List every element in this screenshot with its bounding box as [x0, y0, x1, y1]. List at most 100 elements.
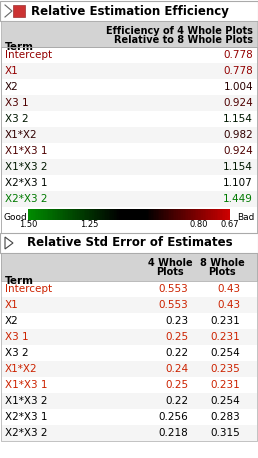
Text: X2*X3 1: X2*X3 1	[5, 178, 47, 188]
Bar	[77, 209, 78, 220]
Bar	[174, 209, 176, 220]
Text: 0.778: 0.778	[223, 66, 253, 76]
Bar	[141, 209, 142, 220]
Bar	[168, 209, 170, 220]
Text: Relative to 8 Whole Plots: Relative to 8 Whole Plots	[114, 35, 253, 45]
Bar	[225, 209, 227, 220]
Bar	[60, 209, 62, 220]
Text: Plots: Plots	[208, 267, 236, 277]
Bar	[193, 209, 195, 220]
Text: Term: Term	[5, 42, 34, 52]
Text: X2*X3 1: X2*X3 1	[5, 412, 47, 422]
Bar	[190, 209, 191, 220]
Text: 1.50: 1.50	[19, 220, 37, 229]
Bar	[188, 209, 190, 220]
Bar	[36, 209, 38, 220]
Bar	[196, 209, 198, 220]
Text: X1*X3 1: X1*X3 1	[5, 380, 47, 390]
Text: Efficiency of 4 Whole Plots: Efficiency of 4 Whole Plots	[106, 26, 253, 36]
Text: X3 1: X3 1	[5, 332, 29, 342]
Bar	[136, 209, 138, 220]
Bar	[1, 47, 257, 233]
Bar	[46, 209, 48, 220]
Text: 0.231: 0.231	[210, 332, 240, 342]
Text: 1.154: 1.154	[223, 114, 253, 124]
Bar	[166, 209, 168, 220]
Bar	[1, 127, 257, 143]
Text: 0.924: 0.924	[223, 146, 253, 156]
Bar	[55, 209, 57, 220]
Bar	[163, 209, 164, 220]
Text: 0.25: 0.25	[165, 380, 188, 390]
Text: 1.449: 1.449	[223, 194, 253, 204]
Bar	[139, 209, 141, 220]
Bar	[122, 209, 124, 220]
Bar	[0, 1, 258, 21]
Bar	[134, 209, 136, 220]
Bar	[1, 377, 257, 393]
Text: 0.24: 0.24	[165, 364, 188, 374]
Text: 0.25: 0.25	[165, 332, 188, 342]
Bar	[120, 209, 122, 220]
Text: Bad: Bad	[238, 213, 255, 223]
Bar	[1, 111, 257, 127]
Bar	[200, 209, 201, 220]
Bar	[228, 209, 230, 220]
Bar	[88, 209, 90, 220]
Bar	[1, 47, 257, 63]
Bar	[90, 209, 92, 220]
Bar	[201, 209, 203, 220]
Bar	[1, 281, 257, 297]
Bar	[31, 209, 33, 220]
Text: 0.22: 0.22	[165, 396, 188, 406]
Text: X2: X2	[5, 82, 19, 92]
Bar	[1, 425, 257, 441]
Bar	[72, 209, 74, 220]
Bar	[63, 209, 65, 220]
Bar	[210, 209, 212, 220]
Bar	[191, 209, 193, 220]
Bar	[146, 209, 148, 220]
Bar	[116, 209, 117, 220]
Bar	[178, 209, 180, 220]
Bar	[151, 209, 152, 220]
Bar	[183, 209, 184, 220]
Text: 0.43: 0.43	[217, 300, 240, 310]
Bar	[181, 209, 183, 220]
Text: 0.256: 0.256	[158, 412, 188, 422]
Bar	[1, 159, 257, 175]
Bar	[28, 209, 30, 220]
Text: X3 2: X3 2	[5, 348, 29, 358]
Text: 0.22: 0.22	[165, 348, 188, 358]
Bar	[45, 209, 46, 220]
Bar	[131, 209, 132, 220]
Bar	[43, 209, 45, 220]
Text: X3 1: X3 1	[5, 98, 29, 108]
Bar	[92, 209, 94, 220]
Bar	[30, 209, 31, 220]
Text: 0.218: 0.218	[158, 428, 188, 438]
Bar	[110, 209, 112, 220]
Bar	[173, 209, 174, 220]
Text: X1: X1	[5, 300, 19, 310]
Bar	[205, 209, 206, 220]
Bar	[87, 209, 88, 220]
Bar	[1, 143, 257, 159]
Bar	[170, 209, 171, 220]
Bar	[52, 209, 53, 220]
Bar	[198, 209, 200, 220]
Bar	[1, 191, 257, 207]
Bar	[132, 209, 134, 220]
Bar	[35, 209, 36, 220]
Bar	[138, 209, 139, 220]
Bar	[215, 209, 216, 220]
Bar	[218, 209, 220, 220]
Bar	[48, 209, 50, 220]
Text: 1.004: 1.004	[223, 82, 253, 92]
Bar	[119, 209, 120, 220]
Bar	[1, 313, 257, 329]
Bar	[222, 209, 223, 220]
Text: Intercept: Intercept	[5, 50, 52, 60]
Bar	[106, 209, 107, 220]
Bar	[100, 209, 102, 220]
